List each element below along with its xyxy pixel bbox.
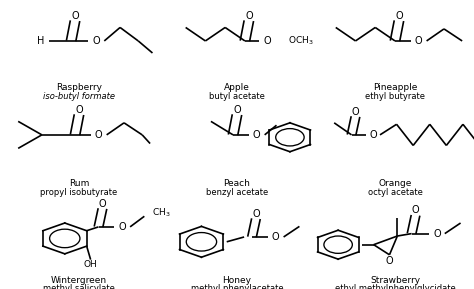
Text: ethyl methylphenylglycidate: ethyl methylphenylglycidate	[335, 284, 456, 289]
Text: Orange: Orange	[378, 179, 412, 188]
Text: O: O	[415, 36, 422, 46]
Text: Rum: Rum	[69, 179, 89, 188]
Text: H: H	[37, 36, 45, 46]
Text: O: O	[272, 232, 280, 242]
Text: Pineapple: Pineapple	[373, 83, 417, 92]
Text: O: O	[253, 130, 261, 140]
Text: OH: OH	[84, 260, 98, 269]
Text: propyl isobutyrate: propyl isobutyrate	[40, 188, 118, 197]
Text: octyl acetate: octyl acetate	[367, 188, 422, 197]
Text: O: O	[92, 36, 100, 46]
Text: O: O	[386, 255, 393, 266]
Text: O: O	[118, 222, 126, 232]
Text: O: O	[99, 199, 106, 209]
Text: O: O	[95, 130, 102, 140]
Text: O: O	[71, 11, 79, 21]
Text: butyl acetate: butyl acetate	[209, 92, 265, 101]
Text: Peach: Peach	[224, 179, 250, 188]
Text: Strawberry: Strawberry	[370, 275, 420, 284]
Text: O: O	[352, 107, 359, 117]
Text: Apple: Apple	[224, 83, 250, 92]
Text: methyl phenylacetate: methyl phenylacetate	[191, 284, 283, 289]
Text: CH$_3$: CH$_3$	[152, 206, 171, 219]
Text: iso-butyl formate: iso-butyl formate	[43, 92, 115, 101]
Text: O: O	[369, 130, 377, 140]
Text: Wintergreen: Wintergreen	[51, 275, 107, 284]
Text: benzyl acetate: benzyl acetate	[206, 188, 268, 197]
Text: Honey: Honey	[222, 275, 252, 284]
Text: Raspberry: Raspberry	[56, 83, 102, 92]
Text: methyl salicylate: methyl salicylate	[43, 284, 115, 289]
Text: O: O	[245, 11, 253, 21]
Text: O: O	[252, 209, 260, 219]
Text: O: O	[395, 11, 403, 21]
Text: O: O	[75, 105, 83, 115]
Text: ethyl butyrate: ethyl butyrate	[365, 92, 425, 101]
Text: OCH$_3$: OCH$_3$	[288, 35, 314, 47]
Text: O: O	[263, 36, 271, 46]
Text: O: O	[433, 229, 441, 239]
Text: O: O	[233, 105, 241, 115]
Text: O: O	[412, 205, 419, 216]
